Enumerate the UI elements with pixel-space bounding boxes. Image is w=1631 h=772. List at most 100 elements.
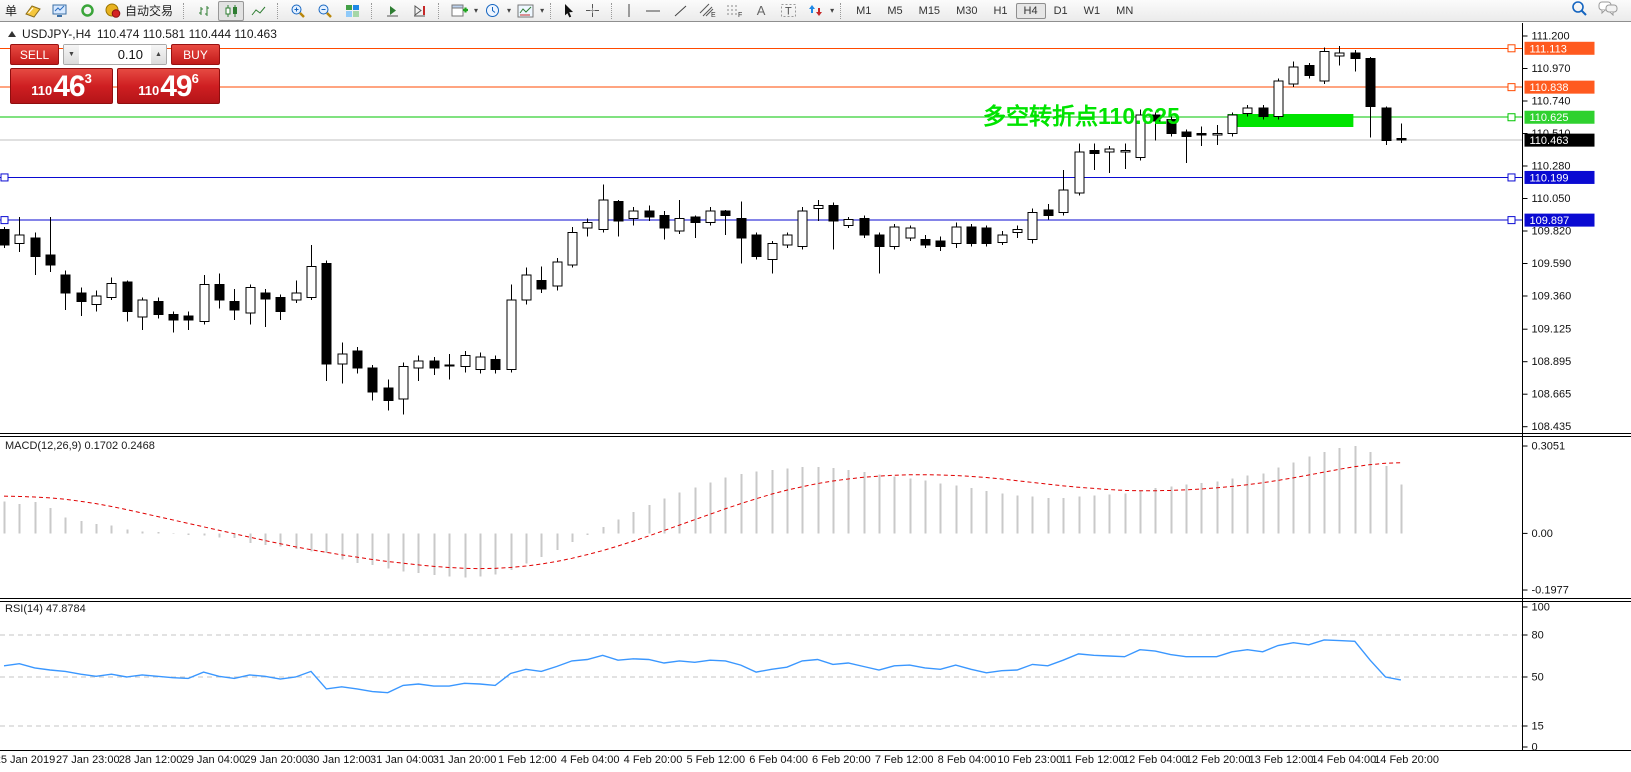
svg-text:109.897: 109.897 bbox=[1530, 215, 1570, 227]
fibonacci-button[interactable]: F bbox=[721, 1, 747, 21]
new-chart-button[interactable] bbox=[446, 1, 472, 21]
horizontal-lines bbox=[0, 47, 1523, 221]
new-order-button[interactable]: 单 bbox=[5, 4, 18, 18]
macd-signal bbox=[3, 462, 1401, 570]
svg-text:110.740: 110.740 bbox=[1532, 95, 1571, 107]
time-label: 11 Feb 12:00 bbox=[1061, 754, 1125, 766]
time-label: 14 Feb 20:00 bbox=[1374, 754, 1439, 766]
price-badge-110.199 bbox=[1524, 170, 1595, 184]
timeframe-H4[interactable]: H4 bbox=[1015, 2, 1046, 19]
crosshair-button[interactable] bbox=[579, 1, 605, 21]
timeframe-W1[interactable]: W1 bbox=[1083, 4, 1101, 17]
zoom-in-button[interactable] bbox=[285, 1, 311, 21]
price-badge-110.463 bbox=[1524, 133, 1595, 147]
time-label: 29 Jan 20:00 bbox=[244, 754, 308, 766]
new-chart-caret-icon[interactable]: ▾ bbox=[474, 6, 479, 15]
svg-text:109.125: 109.125 bbox=[1532, 324, 1572, 336]
time-label: 7 Feb 12:00 bbox=[875, 754, 934, 766]
volume-up-button[interactable]: ▲ bbox=[151, 45, 166, 64]
time-label: 30 Jan 12:00 bbox=[307, 754, 371, 766]
bar-chart-button[interactable] bbox=[191, 1, 217, 21]
svg-text:80: 80 bbox=[1532, 630, 1544, 642]
time-label: 29 Jan 04:00 bbox=[182, 754, 246, 766]
vline-button[interactable] bbox=[619, 1, 639, 21]
volume-down-button[interactable]: ▼ bbox=[64, 45, 79, 64]
pane-frame bbox=[0, 23, 1631, 751]
pivot-annotation: 多空转折点110.625 bbox=[983, 103, 1180, 129]
price-badge-109.897 bbox=[1524, 213, 1595, 227]
data-window-icon[interactable] bbox=[74, 1, 100, 21]
macd-signal-line bbox=[3, 462, 1401, 570]
chart-shift-button[interactable] bbox=[406, 1, 432, 21]
templates-caret-icon[interactable]: ▾ bbox=[540, 6, 545, 15]
rsi-line bbox=[3, 639, 1401, 694]
candlestick-chart-button[interactable] bbox=[218, 0, 245, 21]
cursor-button[interactable] bbox=[558, 1, 578, 21]
timeframe-D1[interactable]: D1 bbox=[1053, 4, 1068, 17]
time-label: 4 Feb 04:00 bbox=[561, 754, 620, 766]
order-ticket-icon[interactable] bbox=[20, 1, 46, 21]
svg-text:15: 15 bbox=[1532, 721, 1544, 733]
one-click-trading-panel: SELL ▼ 0.10 ▲ BUY 110 46 3 110 49 6 bbox=[10, 44, 220, 104]
svg-text:111.200: 111.200 bbox=[1532, 31, 1570, 43]
svg-text:50: 50 bbox=[1532, 672, 1544, 684]
arrows-caret-icon[interactable]: ▾ bbox=[830, 6, 835, 15]
svg-text:109.360: 109.360 bbox=[1532, 290, 1572, 302]
chat-icon[interactable] bbox=[1598, 0, 1618, 21]
collapse-arrow-icon[interactable] bbox=[8, 31, 16, 37]
hline-button[interactable] bbox=[640, 1, 666, 21]
buy-price-display[interactable]: 110 49 6 bbox=[117, 68, 220, 104]
price-badge-111.113 bbox=[1524, 41, 1595, 55]
autotrade-button[interactable]: 自动交易 bbox=[101, 2, 177, 19]
line-handles bbox=[0, 44, 1516, 225]
symbol-ohlc: 110.474 110.581 110.444 110.463 bbox=[96, 27, 277, 41]
time-label: 1 Feb 12:00 bbox=[498, 754, 557, 766]
chart-header: USDJPY-,H4 110.474 110.581 110.444 110.4… bbox=[8, 27, 277, 41]
symbol-title: USDJPY-,H4 bbox=[22, 27, 91, 41]
trendline-button[interactable] bbox=[667, 1, 693, 21]
price-badges: 111.113 110.838 110.625 110.463 110.199 109.8… bbox=[1524, 41, 1595, 227]
market-watch-icon[interactable] bbox=[47, 1, 73, 21]
svg-text:E: E bbox=[711, 12, 716, 18]
time-label: 6 Feb 04:00 bbox=[749, 754, 808, 766]
rsi-value: 47.8784 bbox=[45, 603, 86, 615]
svg-text:110.970: 110.970 bbox=[1532, 63, 1571, 75]
auto-scroll-button[interactable] bbox=[379, 1, 405, 21]
timeframe-H1[interactable]: H1 bbox=[993, 4, 1008, 17]
toolbar: 单 自动交易 ▾ bbox=[0, 0, 1631, 22]
timeframe-M30[interactable]: M30 bbox=[956, 4, 978, 17]
line-chart-button[interactable] bbox=[245, 1, 271, 21]
rsi-gridlines bbox=[0, 634, 1523, 727]
timeframe-bar: M1 M5 M15 M30 H1 H4 D1 W1 MN bbox=[848, 2, 1141, 19]
time-label: 8 Feb 04:00 bbox=[938, 754, 997, 766]
channel-button[interactable]: E bbox=[694, 1, 720, 21]
tile-windows-button[interactable] bbox=[339, 1, 365, 21]
timeframe-MN[interactable]: MN bbox=[1116, 4, 1134, 17]
periods-button[interactable] bbox=[479, 1, 505, 21]
timeframe-M5[interactable]: M5 bbox=[887, 4, 903, 17]
volume-stepper[interactable]: ▼ 0.10 ▲ bbox=[63, 44, 167, 65]
svg-text:111.113: 111.113 bbox=[1530, 43, 1567, 55]
buy-button[interactable]: BUY bbox=[171, 44, 220, 65]
arrows-button[interactable] bbox=[802, 1, 828, 21]
time-label: 13 Feb 12:00 bbox=[1249, 754, 1314, 766]
zoom-out-button[interactable] bbox=[312, 1, 338, 21]
periods-caret-icon[interactable]: ▾ bbox=[507, 6, 512, 15]
svg-text:108.895: 108.895 bbox=[1532, 356, 1572, 368]
volume-value[interactable]: 0.10 bbox=[117, 47, 143, 62]
timeframe-M1[interactable]: M1 bbox=[856, 4, 872, 17]
timeframe-M15[interactable]: M15 bbox=[918, 4, 941, 17]
time-label: 14 Feb 04:00 bbox=[1311, 754, 1376, 766]
label-button[interactable]: T bbox=[775, 1, 801, 21]
search-icon[interactable] bbox=[1571, 0, 1588, 21]
sell-price-display[interactable]: 110 46 3 bbox=[10, 68, 113, 104]
highlight-zone[interactable] bbox=[1227, 113, 1354, 127]
svg-text:110.199: 110.199 bbox=[1530, 172, 1569, 184]
time-label: 12 Feb 04:00 bbox=[1123, 754, 1188, 766]
templates-button[interactable] bbox=[512, 1, 538, 21]
rsi-label: RSI(14) 47.8784 bbox=[5, 603, 86, 615]
text-button[interactable]: A bbox=[756, 3, 766, 18]
sell-button[interactable]: SELL bbox=[10, 44, 59, 65]
